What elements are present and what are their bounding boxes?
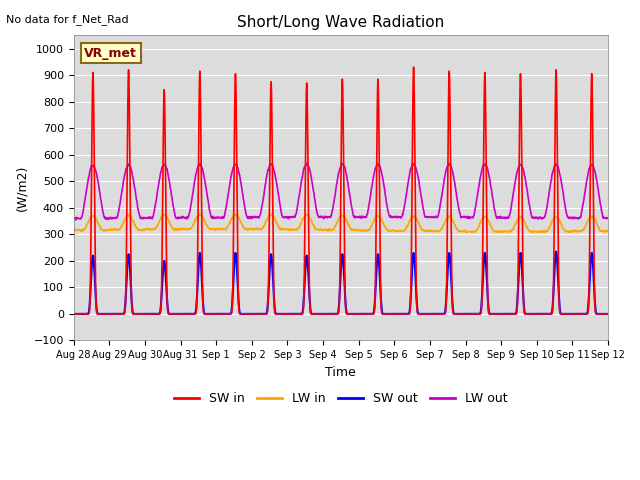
SW in bbox=[410, 64, 417, 70]
SW in bbox=[424, 311, 431, 317]
LW in bbox=[536, 230, 543, 236]
LW out bbox=[189, 191, 196, 196]
LW out bbox=[176, 215, 184, 220]
LW out bbox=[494, 214, 502, 220]
LW out bbox=[604, 215, 612, 221]
SW in bbox=[248, 311, 256, 317]
SW in bbox=[604, 311, 612, 317]
Line: SW in: SW in bbox=[74, 67, 608, 314]
Text: No data for f_Net_Rad: No data for f_Net_Rad bbox=[6, 14, 129, 25]
LW out bbox=[249, 215, 257, 220]
LW in bbox=[196, 211, 204, 217]
Line: SW out: SW out bbox=[74, 252, 608, 314]
LW in bbox=[175, 226, 183, 232]
X-axis label: Time: Time bbox=[326, 366, 356, 379]
SW out bbox=[70, 311, 77, 317]
SW in bbox=[70, 311, 77, 317]
LW in bbox=[541, 229, 549, 235]
SW out bbox=[552, 249, 560, 254]
SW out bbox=[540, 311, 548, 317]
LW out bbox=[70, 216, 77, 221]
Text: VR_met: VR_met bbox=[84, 47, 137, 60]
LW in bbox=[604, 228, 612, 234]
Line: LW in: LW in bbox=[74, 214, 608, 233]
SW out bbox=[248, 311, 256, 317]
SW in bbox=[541, 311, 548, 317]
LW out bbox=[445, 160, 452, 166]
LW in bbox=[424, 228, 431, 234]
LW in bbox=[493, 228, 501, 234]
Line: LW out: LW out bbox=[74, 163, 608, 220]
SW out bbox=[424, 311, 431, 317]
Title: Short/Long Wave Radiation: Short/Long Wave Radiation bbox=[237, 15, 445, 30]
Legend: SW in, LW in, SW out, LW out: SW in, LW in, SW out, LW out bbox=[169, 387, 513, 410]
LW in bbox=[189, 224, 196, 229]
SW in bbox=[493, 311, 501, 317]
SW out bbox=[189, 311, 196, 317]
SW out bbox=[175, 311, 183, 317]
LW out bbox=[541, 213, 549, 219]
LW out bbox=[424, 215, 431, 220]
LW in bbox=[249, 227, 257, 232]
SW out bbox=[493, 311, 501, 317]
SW in bbox=[175, 311, 183, 317]
Y-axis label: (W/m2): (W/m2) bbox=[15, 165, 28, 211]
LW in bbox=[70, 227, 77, 232]
SW out bbox=[604, 311, 612, 317]
LW out bbox=[72, 217, 80, 223]
SW in bbox=[189, 311, 196, 317]
